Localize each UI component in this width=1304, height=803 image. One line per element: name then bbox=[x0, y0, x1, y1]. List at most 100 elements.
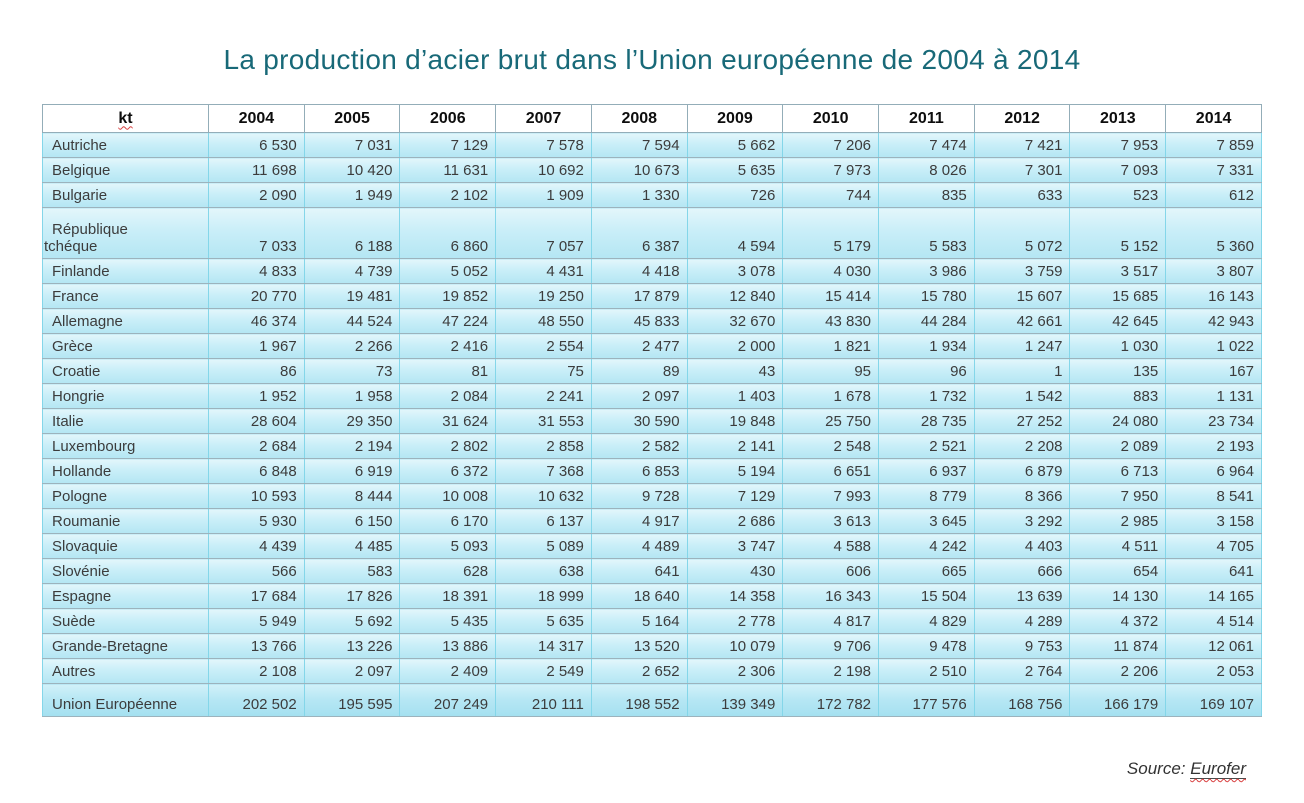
value-cell: 7 950 bbox=[1069, 483, 1167, 509]
page-title: La production d’acier brut dans l’Union … bbox=[223, 44, 1081, 75]
value-cell: 44 284 bbox=[878, 308, 975, 334]
value-cell: 4 431 bbox=[495, 258, 592, 284]
value-cell: 1 330 bbox=[590, 182, 688, 208]
value-cell: 641 bbox=[1165, 558, 1262, 584]
value-cell: 23 734 bbox=[1165, 408, 1262, 434]
value-cell: 198 552 bbox=[590, 683, 688, 717]
value-cell: 3 158 bbox=[1165, 508, 1262, 534]
value-cell: 4 514 bbox=[1165, 608, 1262, 634]
value-cell: 641 bbox=[590, 558, 688, 584]
value-cell: 12 061 bbox=[1165, 633, 1262, 659]
value-cell: 1 949 bbox=[303, 182, 401, 208]
value-cell: 1 403 bbox=[686, 383, 784, 409]
value-cell: 6 530 bbox=[208, 132, 305, 158]
year-header: 2012 bbox=[973, 104, 1071, 133]
value-cell: 4 489 bbox=[590, 533, 688, 559]
value-cell: 42 661 bbox=[973, 308, 1071, 334]
value-cell: 10 420 bbox=[303, 157, 401, 183]
value-cell: 5 164 bbox=[590, 608, 688, 634]
value-cell: 172 782 bbox=[782, 683, 880, 717]
value-cell: 606 bbox=[782, 558, 880, 584]
year-header: 2009 bbox=[686, 104, 784, 133]
table-row: Allemagne 46 374 44 524 47 224 48 550 45 833 3… bbox=[42, 308, 1262, 334]
value-cell: 8 779 bbox=[878, 483, 975, 509]
value-cell: 3 292 bbox=[973, 508, 1071, 534]
value-cell: 6 879 bbox=[973, 458, 1071, 484]
value-cell: 2 084 bbox=[399, 383, 497, 409]
country-cell: Roumanie bbox=[42, 508, 209, 534]
value-cell: 5 072 bbox=[973, 207, 1071, 259]
value-cell: 7 859 bbox=[1165, 132, 1262, 158]
value-cell: 6 188 bbox=[303, 207, 401, 259]
value-cell: 1 030 bbox=[1069, 333, 1167, 359]
value-cell: 73 bbox=[303, 358, 401, 384]
value-cell: 2 549 bbox=[495, 658, 592, 684]
value-cell: 11 698 bbox=[208, 157, 305, 183]
value-cell: 48 550 bbox=[495, 308, 592, 334]
year-header: 2006 bbox=[399, 104, 497, 133]
value-cell: 1 678 bbox=[782, 383, 880, 409]
table-row: Slovénie 566 583 628 638 641 430 606 665 666 654 64… bbox=[42, 558, 1262, 584]
value-cell: 2 477 bbox=[590, 333, 688, 359]
value-cell: 5 089 bbox=[495, 533, 592, 559]
value-cell: 202 502 bbox=[208, 683, 305, 717]
value-cell: 31 624 bbox=[399, 408, 497, 434]
value-cell: 7 331 bbox=[1165, 157, 1262, 183]
value-cell: 11 631 bbox=[399, 157, 497, 183]
value-cell: 2 097 bbox=[590, 383, 688, 409]
value-cell: 2 652 bbox=[590, 658, 688, 684]
value-cell: 654 bbox=[1069, 558, 1167, 584]
country-cell: Slovaquie bbox=[42, 533, 209, 559]
value-cell: 43 830 bbox=[782, 308, 880, 334]
value-cell: 2 000 bbox=[686, 333, 784, 359]
value-cell: 16 343 bbox=[782, 583, 880, 609]
value-cell: 4 242 bbox=[878, 533, 975, 559]
value-cell: 2 208 bbox=[973, 433, 1071, 459]
value-cell: 5 635 bbox=[495, 608, 592, 634]
source-link[interactable]: Eurofer bbox=[1190, 759, 1246, 779]
value-cell: 24 080 bbox=[1069, 408, 1167, 434]
value-cell: 1 131 bbox=[1165, 383, 1262, 409]
value-cell: 3 986 bbox=[878, 258, 975, 284]
value-cell: 4 372 bbox=[1069, 608, 1167, 634]
value-cell: 2 684 bbox=[208, 433, 305, 459]
value-cell: 4 588 bbox=[782, 533, 880, 559]
value-cell: 13 520 bbox=[590, 633, 688, 659]
value-cell: 10 008 bbox=[399, 483, 497, 509]
country-cell: Union Européenne bbox=[42, 683, 209, 717]
value-cell: 7 033 bbox=[208, 207, 305, 259]
value-cell: 665 bbox=[878, 558, 975, 584]
unit-header: kt bbox=[42, 104, 209, 133]
country-cell: Grèce bbox=[42, 333, 209, 359]
value-cell: 638 bbox=[495, 558, 592, 584]
country-cell: Hongrie bbox=[42, 383, 209, 409]
value-cell: 12 840 bbox=[686, 283, 784, 309]
value-cell: 1 542 bbox=[973, 383, 1071, 409]
value-cell: 5 635 bbox=[686, 157, 784, 183]
value-cell: 10 673 bbox=[590, 157, 688, 183]
value-cell: 10 692 bbox=[495, 157, 592, 183]
table-row: Grande-Bretagne 13 766 13 226 13 886 14 317 1… bbox=[42, 633, 1262, 659]
value-cell: 726 bbox=[686, 182, 784, 208]
value-cell: 13 766 bbox=[208, 633, 305, 659]
table-row: République tchéque 7 033 6 188 6 860 7 057 6 3… bbox=[42, 207, 1262, 259]
value-cell: 31 553 bbox=[495, 408, 592, 434]
value-cell: 3 078 bbox=[686, 258, 784, 284]
table-row: Bulgarie 2 090 1 949 2 102 1 909 1 330 726 744 8… bbox=[42, 182, 1262, 208]
year-header: 2007 bbox=[495, 104, 592, 133]
country-cell: Croatie bbox=[42, 358, 209, 384]
value-cell: 177 576 bbox=[878, 683, 975, 717]
value-cell: 3 517 bbox=[1069, 258, 1167, 284]
value-cell: 5 052 bbox=[399, 258, 497, 284]
value-cell: 2 416 bbox=[399, 333, 497, 359]
value-cell: 2 198 bbox=[782, 658, 880, 684]
value-cell: 6 137 bbox=[495, 508, 592, 534]
value-cell: 583 bbox=[303, 558, 401, 584]
header-row: kt 2004 2005 2006 2007 2008 2009 2010 2011 2012 2… bbox=[42, 104, 1262, 133]
country-cell: Grande-Bretagne bbox=[42, 633, 209, 659]
value-cell: 27 252 bbox=[973, 408, 1071, 434]
year-header: 2004 bbox=[208, 104, 305, 133]
value-cell: 15 685 bbox=[1069, 283, 1167, 309]
value-cell: 15 607 bbox=[973, 283, 1071, 309]
table-row: Union Européenne 202 502 195 595 207 249 210… bbox=[42, 683, 1262, 717]
